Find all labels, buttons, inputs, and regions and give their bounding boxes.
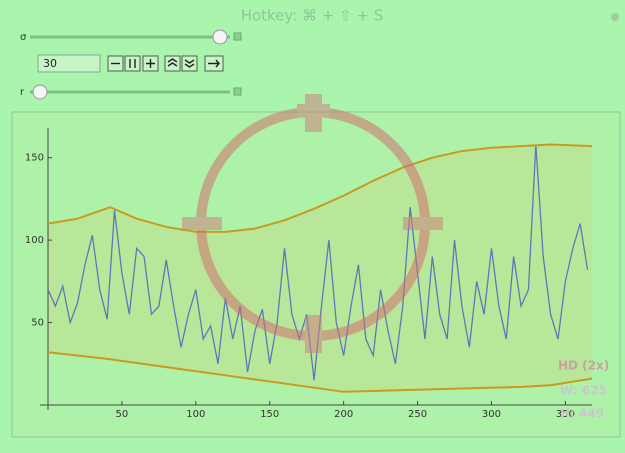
slider-knob[interactable] <box>212 29 228 45</box>
y-tick-label: 100 <box>25 235 44 246</box>
band-area <box>48 144 592 392</box>
x-tick-label: 250 <box>408 409 427 420</box>
x-tick-label: 350 <box>556 409 575 420</box>
plot: 50 100 150 200 250 300 350 50 100 150 <box>25 128 593 420</box>
series-line <box>47 143 593 233</box>
play-controls[interactable] <box>107 55 224 72</box>
button-icons <box>111 58 220 68</box>
crosshair-overlay <box>182 94 443 353</box>
hd-label: HD (2x) <box>558 359 609 373</box>
close-icon[interactable] <box>611 13 619 21</box>
slider-knob[interactable] <box>32 84 48 100</box>
y-tick-label: 50 <box>31 318 44 329</box>
input-value: 30 <box>43 57 57 70</box>
x-tick-label: 300 <box>482 409 501 420</box>
expand-button[interactable] <box>233 32 242 41</box>
hotkey-title: Hotkey: ⌘ + ⇧ + S <box>241 7 384 25</box>
x-tick-label: 200 <box>334 409 353 420</box>
series-line <box>47 351 593 393</box>
sigma-label: σ <box>20 32 27 43</box>
input-box[interactable] <box>37 54 101 73</box>
r-label: r <box>20 87 25 98</box>
x-tick-label: 100 <box>186 409 205 420</box>
x-tick-label: 50 <box>116 409 129 420</box>
height-label: H: 449 <box>560 407 604 421</box>
expand-button[interactable] <box>233 87 242 96</box>
x-tick-label: 150 <box>260 409 279 420</box>
y-tick-label: 150 <box>25 153 44 164</box>
width-label: W: 625 <box>560 384 607 398</box>
